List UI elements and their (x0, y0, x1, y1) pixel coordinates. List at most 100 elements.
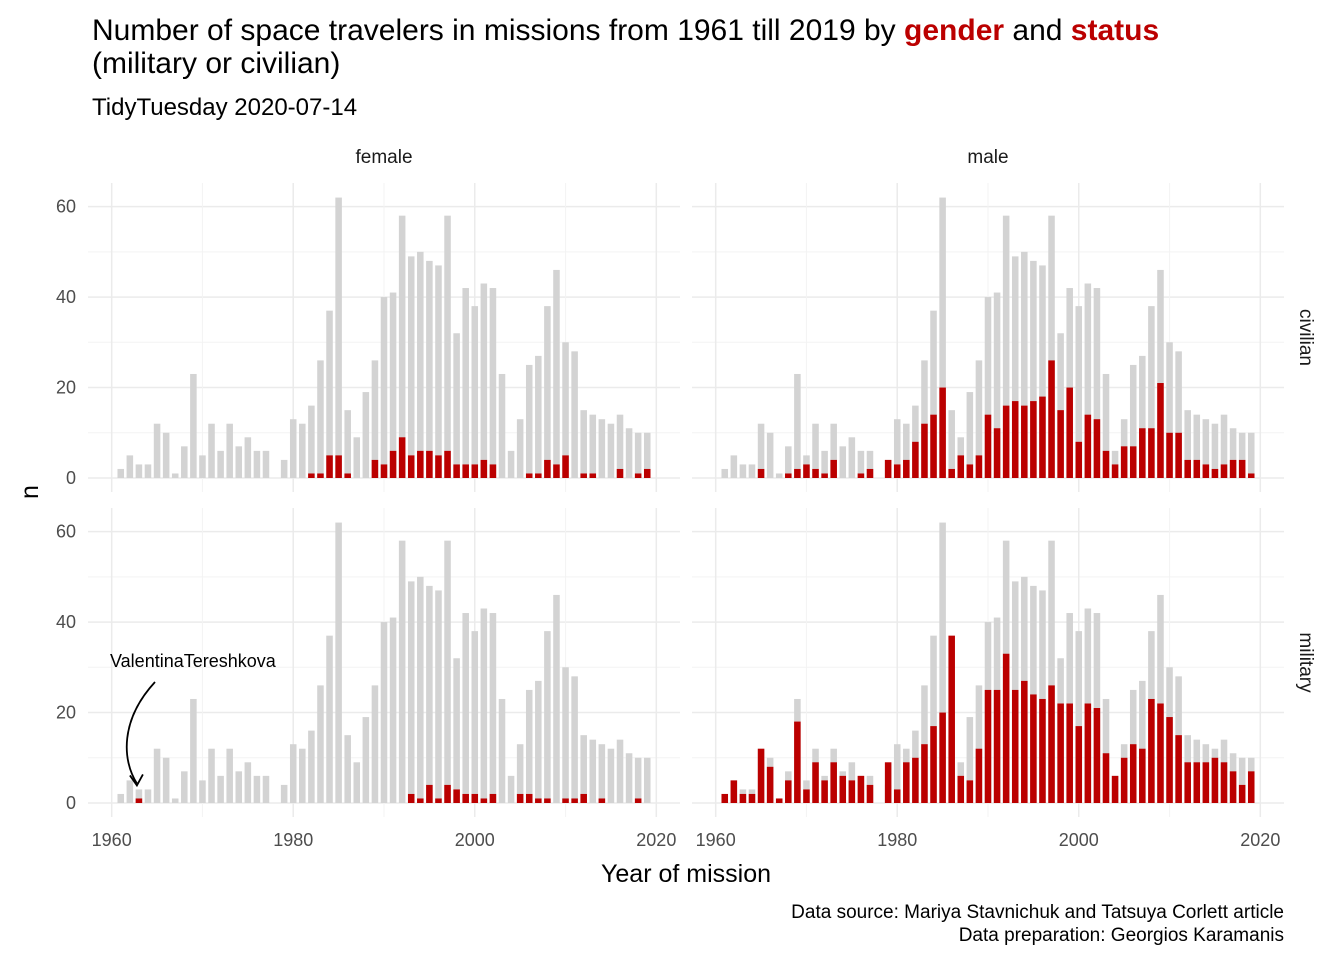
bar-female-civilian-2006 (525, 473, 533, 478)
bar-all-1991 (389, 292, 397, 478)
bar-male-civilian-2014 (1202, 464, 1210, 478)
bar-female-civilian-2001 (480, 459, 488, 478)
bar-female-military-1995 (426, 784, 433, 803)
bar-male-civilian-1998 (1057, 410, 1064, 478)
bar-female-military-1996 (435, 798, 442, 803)
bar-all-2011 (571, 351, 578, 478)
bar-male-civilian-1993 (1011, 401, 1019, 478)
bar-all-1987 (353, 437, 361, 478)
bar-all-1973 (830, 423, 837, 478)
bar-all-2009 (1157, 594, 1164, 803)
bar-male-civilian-1982 (912, 441, 919, 478)
bar-male-civilian-1990 (984, 414, 992, 478)
bar-male-military-2001 (1084, 703, 1092, 803)
bar-all-1971 (208, 423, 215, 478)
bar-all-2005 (516, 419, 524, 478)
bar-male-civilian-2002 (1093, 419, 1101, 478)
bar-all-1987 (353, 762, 361, 803)
bar-male-military-1991 (993, 689, 1001, 803)
bar-female-military-1993 (407, 793, 415, 803)
bar-all-1966 (162, 757, 170, 803)
bar-male-military-1973 (830, 762, 837, 803)
bar-male-military-1981 (903, 762, 910, 803)
bar-all-2000 (1075, 631, 1083, 803)
bar-male-civilian-1983 (921, 423, 928, 478)
bar-male-military-1997 (1048, 685, 1055, 803)
bar-male-civilian-1995 (1030, 401, 1037, 478)
bar-all-1977 (262, 775, 270, 803)
bar-male-civilian-1981 (903, 459, 910, 478)
title-highlight-3: status (1071, 14, 1159, 47)
bar-male-civilian-1980 (893, 464, 901, 478)
bar-all-1963 (739, 464, 747, 478)
bar-all-1977 (262, 450, 270, 478)
bar-female-military-1963 (135, 798, 143, 803)
bar-all-1972 (217, 450, 224, 478)
bar-all-1981 (299, 748, 306, 803)
bar-male-military-1985 (939, 712, 946, 803)
bar-all-1985 (939, 197, 946, 479)
bar-all-1965 (153, 748, 161, 803)
bar-female-military-1998 (453, 789, 460, 803)
bar-male-civilian-1988 (966, 464, 974, 478)
bar-all-2018 (1238, 757, 1246, 803)
bar-male-military-1964 (748, 793, 756, 803)
bar-all-1996 (1039, 590, 1046, 803)
bar-female-civilian-2018 (634, 473, 642, 478)
bar-all-1996 (435, 265, 442, 478)
bar-all-1988 (362, 717, 370, 803)
bar-all-2002 (1093, 288, 1101, 478)
bar-all-2015 (607, 423, 615, 478)
bar-all-1991 (993, 292, 1001, 478)
bar-male-civilian-2003 (1102, 450, 1110, 478)
bar-female-military-2007 (535, 798, 542, 803)
bar-all-2010 (562, 667, 569, 803)
bar-all-1967 (171, 798, 179, 803)
bar-all-1998 (1057, 333, 1064, 478)
bar-female-civilian-2000 (471, 464, 479, 478)
bar-all-1985 (335, 197, 342, 479)
bar-all-2009 (553, 269, 560, 478)
bar-female-civilian-1995 (426, 450, 433, 478)
bar-female-civilian-2019 (643, 468, 651, 478)
bar-female-civilian-1997 (444, 450, 451, 478)
y-tick-label: 40 (56, 612, 76, 632)
bar-male-military-1966 (766, 766, 774, 803)
bar-all-2009 (553, 594, 560, 803)
bar-all-1989 (975, 360, 983, 478)
bar-all-1973 (226, 748, 233, 803)
bar-male-civilian-2016 (1220, 464, 1228, 478)
bar-all-1976 (253, 775, 261, 803)
bar-all-1981 (299, 423, 306, 478)
x-tick-label: 1980 (273, 830, 313, 850)
bar-male-military-1975 (848, 780, 856, 803)
bar-all-2010 (1166, 342, 1173, 478)
panel-female-civilian (88, 183, 680, 492)
bar-male-civilian-1969 (794, 468, 801, 478)
bar-all-1966 (162, 432, 170, 478)
bar-all-1998 (453, 333, 460, 478)
bar-all-2010 (562, 342, 569, 478)
bar-all-1999 (462, 613, 469, 803)
x-tick-label: 2000 (1059, 830, 1099, 850)
bar-female-civilian-2008 (544, 459, 551, 478)
bar-all-1983 (317, 360, 324, 478)
bar-male-military-1989 (975, 748, 983, 803)
bar-all-1974 (235, 446, 243, 478)
bar-male-military-1970 (803, 789, 810, 803)
bar-all-1996 (435, 590, 442, 803)
bar-all-2008 (544, 306, 551, 478)
bar-all-2017 (1229, 428, 1237, 478)
x-tick-label: 1980 (877, 830, 917, 850)
bar-all-1962 (126, 780, 134, 803)
bar-female-civilian-2016 (616, 468, 624, 478)
bar-all-2019 (643, 432, 651, 478)
bar-all-2007 (535, 680, 542, 803)
chart-subtitle: TidyTuesday 2020-07-14 (92, 94, 357, 121)
bar-male-civilian-1991 (993, 428, 1001, 478)
bar-all-1968 (181, 446, 188, 478)
bar-all-1964 (144, 789, 152, 803)
bar-male-military-1983 (921, 744, 928, 803)
bar-male-military-1990 (984, 689, 992, 803)
bar-all-1989 (975, 685, 983, 803)
